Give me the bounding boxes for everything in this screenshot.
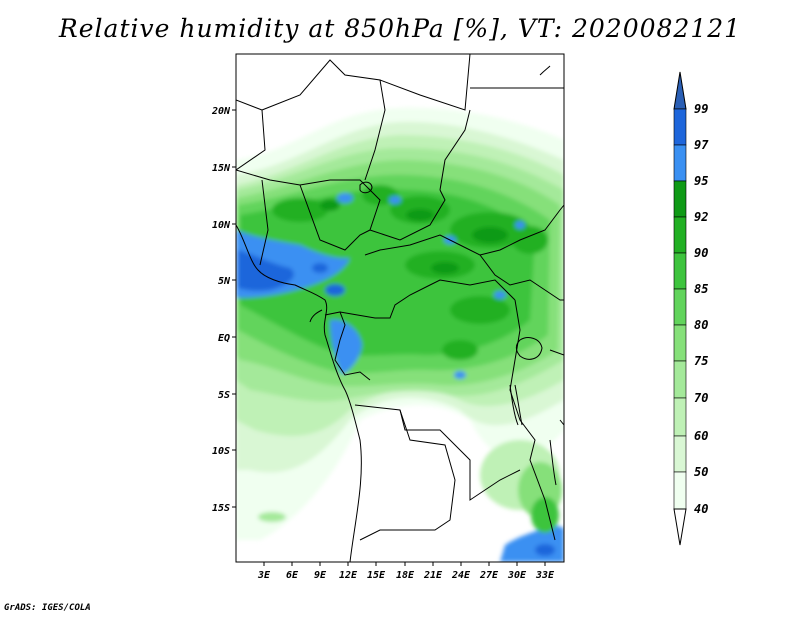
- lat-label: EQ: [218, 333, 230, 344]
- lake-tanganyika: [509, 384, 523, 426]
- border-sahel: [236, 169, 446, 241]
- lat-label: 15N: [212, 163, 231, 174]
- border-libya: [379, 54, 471, 111]
- colorbar-level-label: 60: [694, 429, 708, 443]
- lon-label: 33E: [535, 570, 555, 581]
- colorbar-segment: [673, 360, 687, 399]
- colorbar-segment: [673, 180, 687, 218]
- colorbar-level-label: 97: [694, 138, 709, 152]
- lon-label: 12E: [339, 570, 358, 581]
- colorbar-level-label: 50: [694, 465, 708, 479]
- border-drc-east: [509, 299, 556, 541]
- lon-label: 21E: [423, 570, 443, 581]
- colorbar-level-label: 75: [694, 354, 708, 368]
- lat-label: 20N: [211, 106, 231, 117]
- colorbar-level-label: 92: [694, 210, 708, 224]
- colorbar-level-label: 70: [694, 391, 708, 405]
- lat-label: 10N: [212, 220, 231, 231]
- colorbar-level-label: 40: [694, 502, 708, 516]
- colorbar-segment: [673, 288, 687, 326]
- congo-river-mouth: [309, 309, 323, 323]
- red-sea-coast: [470, 65, 564, 89]
- colorbar-level-label: 99: [694, 102, 708, 116]
- longitude-axis: 3E 6E 9E 12E 15E 18E 21E 24E 27E 30E 33E: [257, 562, 555, 581]
- border-north-b: [261, 59, 386, 181]
- lon-label: 6E: [286, 570, 299, 581]
- humidity-field: [236, 107, 564, 562]
- border-nigeria: [259, 179, 371, 266]
- lon-label: 30E: [507, 570, 527, 581]
- lon-label: 27E: [479, 570, 499, 581]
- colorbar-segment: [673, 471, 687, 510]
- west-coastline: [236, 224, 362, 562]
- lon-label: 18E: [396, 570, 415, 581]
- colorbar-level-label: 95: [694, 174, 708, 188]
- lake-victoria: [515, 337, 543, 360]
- colorbar-level-label: 90: [694, 246, 708, 260]
- colorbar-segment: [673, 397, 687, 437]
- border-chad-sudan: [439, 109, 471, 191]
- border-east: [544, 289, 564, 426]
- lake-chad: [359, 181, 373, 194]
- boundaries: [236, 54, 564, 562]
- border-north-a: [236, 99, 266, 171]
- border-sudan-south: [479, 204, 564, 256]
- lon-label: 24E: [451, 570, 471, 581]
- lat-label: 10S: [212, 446, 230, 457]
- lat-label: 5N: [218, 276, 231, 287]
- colorbar-segment: [673, 108, 687, 146]
- lon-label: 15E: [367, 570, 386, 581]
- colorbar-level-label: 80: [694, 318, 708, 332]
- lake-malawi: [549, 439, 557, 486]
- colorbar-segment: [673, 324, 687, 362]
- grads-credit: GrADS: IGES/COLA: [4, 603, 91, 613]
- colorbar: 99 97 95 92 90 85 80 75 70 60 50 40: [673, 71, 709, 546]
- colorbar-level-label: 85: [694, 282, 708, 296]
- colorbar-bottom-triangle: [673, 508, 687, 546]
- colorbar-top-triangle: [673, 71, 687, 110]
- rh-92-cells: [320, 199, 508, 274]
- border-gabon: [324, 311, 371, 381]
- rh-band-south: [258, 440, 562, 533]
- border-congo: [339, 279, 516, 319]
- border-angola: [359, 409, 456, 541]
- map-frame: [235, 53, 565, 563]
- colorbar-segment: [673, 216, 687, 254]
- lon-label: 3E: [257, 570, 271, 581]
- colorbar-segment: [673, 252, 687, 290]
- colorbar-segment: [673, 144, 687, 182]
- lat-label: 5S: [218, 390, 230, 401]
- chart-title: Relative humidity at 850hPa [%], VT: 202…: [58, 14, 742, 43]
- latitude-axis: 20N 15N 10N 5N EQ 5S 10S 15S: [211, 106, 236, 514]
- lat-label: 15S: [212, 503, 230, 514]
- border-car: [364, 234, 546, 291]
- lon-label: 9E: [314, 570, 327, 581]
- colorbar-segment: [673, 435, 687, 473]
